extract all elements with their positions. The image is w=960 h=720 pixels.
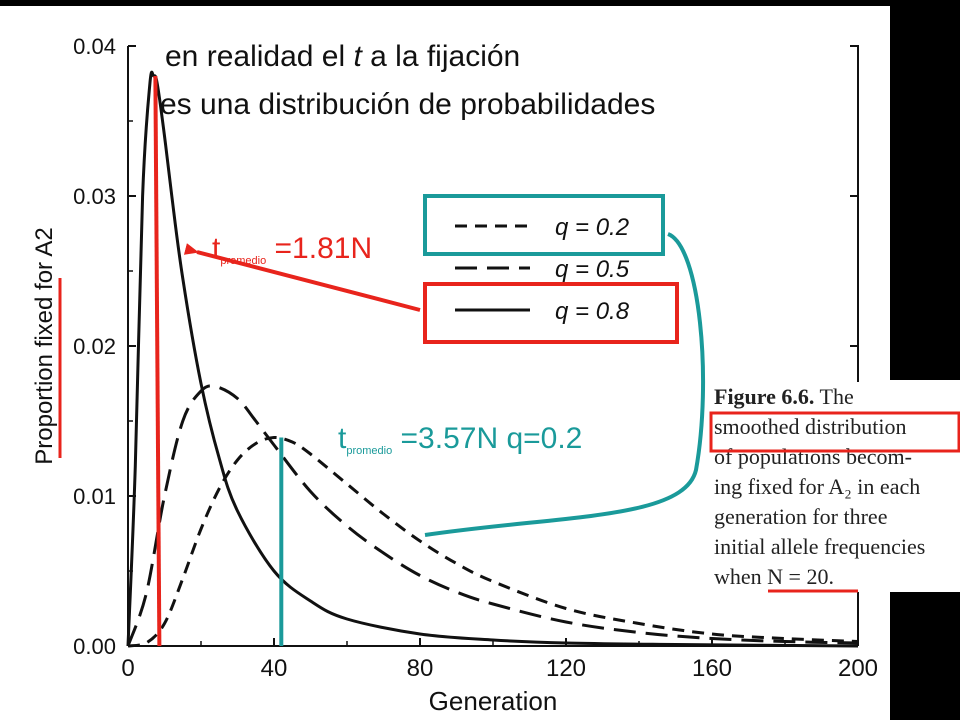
title-part-a: en realidad el (165, 40, 353, 73)
series-layer (126, 70, 859, 648)
right-black-panel (890, 0, 960, 380)
y-axis-title: Proportion fixed for A2 (31, 227, 58, 464)
subscript-red: promedio (220, 255, 266, 267)
x-tick-label: 160 (692, 655, 732, 682)
caption-line-1: Figure 6.6. The (710, 382, 960, 412)
marker-layer (153, 75, 284, 647)
annotation-title-line2: es una distribución de probabilidades (160, 88, 655, 121)
value-red: =1.81N (266, 232, 372, 265)
t-symbol-red: t (212, 232, 221, 265)
legend-label-q05: q = 0.5 (555, 256, 630, 283)
annotation-title-line1: en realidad el t a la fijación (165, 40, 520, 73)
legend-label-q08: q = 0.8 (555, 298, 630, 325)
annotation-t-mean-red: tpromedio =1.81N (212, 232, 372, 267)
legend-box-q08 (423, 282, 679, 344)
y-tick-label: 0.04 (73, 34, 116, 59)
x-tick-label: 0 (121, 655, 134, 682)
caption-line-1-rest: The (814, 384, 854, 409)
y-tick-label: 0.00 (73, 634, 116, 659)
caption-line-7: when N = 20. (714, 564, 834, 589)
tick-labels: 0 40 80 120 160 200 0.00 0.01 0.02 0.03 0.04 (73, 34, 878, 682)
caption-line-3: of populations becom- (714, 444, 912, 469)
series-line-1 (126, 384, 859, 647)
t-symbol-teal: t (338, 422, 347, 455)
top-black-bar (0, 0, 960, 6)
legend-box-q02 (423, 194, 665, 256)
x-tick-label: 40 (261, 655, 288, 682)
teal-connector (424, 232, 706, 537)
series-line-0 (127, 435, 859, 648)
caption-line-5: generation for three (714, 504, 888, 529)
caption-line-6: initial allele frequencies (714, 534, 926, 559)
y-tick-label: 0.01 (73, 484, 116, 509)
x-axis-title: Generation (429, 686, 558, 716)
title-part-b: a la fijación (362, 40, 520, 73)
right-black-panel-bottom (890, 592, 960, 720)
legend-label-q02: q = 0.2 (555, 214, 629, 241)
y-tick-label: 0.02 (73, 334, 116, 359)
series-line-2 (126, 70, 859, 648)
legend: q = 0.2 q = 0.5 q = 0.8 (423, 194, 679, 344)
mean-time-marker-0 (153, 75, 162, 647)
y-tick-label: 0.03 (73, 184, 116, 209)
x-tick-label: 80 (407, 655, 434, 682)
figure-caption: Figure 6.6. The smoothed distribution of… (710, 382, 960, 592)
title-part-t: t (353, 40, 363, 73)
x-tick-label: 120 (546, 655, 586, 682)
value-teal: =3.57N q=0.2 (392, 422, 582, 455)
caption-line-2: smoothed distribution (714, 414, 907, 439)
caption-line-4: ing fixed for A₂ in each (714, 474, 921, 499)
caption-figure-label: Figure 6.6. (714, 384, 815, 409)
subscript-teal: promedio (346, 445, 392, 457)
annotation-t-mean-teal: tpromedio =3.57N q=0.2 (338, 422, 582, 457)
red-arrow (183, 243, 421, 312)
x-tick-label: 200 (838, 655, 878, 682)
